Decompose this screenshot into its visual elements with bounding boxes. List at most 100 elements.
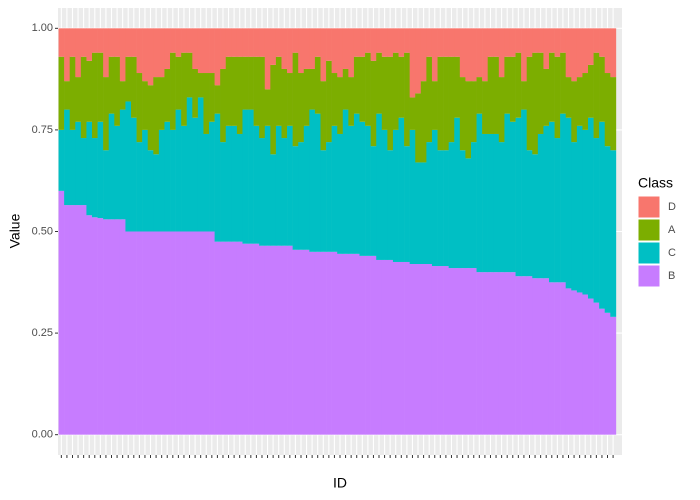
bar-segment [526,56,533,151]
bar-segment [108,56,115,114]
bar-segment [392,261,399,435]
bar-segment [131,56,137,118]
bar-segment [298,73,305,143]
bar-segment [487,56,494,134]
bar-segment [526,276,533,435]
bar-segment [342,68,349,110]
bar-segment [309,251,316,435]
bar-segment [164,28,171,69]
bar-segment [543,125,550,279]
bar-segment [242,56,249,110]
bar-segment [175,56,182,110]
bar-segment [147,85,154,151]
bar-segment [186,28,193,53]
bar-segment [582,294,589,435]
bar-segment [314,56,321,114]
bar-segment [470,268,477,435]
bar-segment [270,28,277,65]
bar-segment [381,56,388,130]
bar-segment [242,109,249,244]
bar-segment [487,133,494,273]
bar-segment [470,28,477,82]
bar-segment [459,28,466,78]
bar-segment [482,272,488,435]
bar-segment [532,28,539,53]
bar-segment [136,73,143,143]
bar-segment [181,231,188,435]
bar-segment [404,146,410,262]
bar-segment [342,109,349,254]
bar-segment [181,125,188,232]
bar-segment [248,56,254,110]
bar-segment [80,205,87,435]
bar-segment [515,276,522,435]
bar-segment [175,109,182,232]
bar-segment [287,125,293,246]
bar-segment [331,251,338,435]
bar-segment [158,129,165,232]
bar-segment [454,56,461,118]
bar-segment [220,241,227,435]
bar-segment [136,231,143,435]
bar-segment [197,231,204,435]
bar-segment [170,28,176,53]
bar-segment [610,77,617,151]
bar-segment [387,28,394,57]
bar-segment [303,125,310,250]
bar-segment [225,28,232,57]
bar-segment [448,142,455,269]
bar-segment [365,255,371,435]
bar-segment [86,28,93,61]
bar-segment [610,28,617,78]
bar-segment [136,28,143,74]
axes: 0.00 0.25 0.50 0.75 1.00 [32,22,614,458]
bar-segment [58,56,65,130]
bar-segment [326,60,332,143]
bar-segment [275,125,282,246]
bar-segment [114,125,121,220]
bar-segment [220,68,227,143]
bar-segment [164,231,171,435]
bar-segment [80,56,87,139]
bar-segment [337,253,344,435]
bar-segment [287,28,293,74]
bar-segment [376,259,383,435]
bar-segment [504,113,511,273]
bar-segment [509,121,516,273]
bar-segment [75,205,82,435]
bar-segment [426,264,433,435]
bar-segment [498,272,505,435]
bar-segment [147,150,154,232]
bar-segment [532,278,539,435]
y-tick-label: 0.50 [32,225,53,237]
bar-segment [353,56,360,114]
bar-segment [153,154,160,232]
bar-segment [593,138,600,303]
bar-segment [571,142,578,291]
bar-segment [404,28,410,53]
bar-segment [565,117,572,289]
bars [58,28,617,435]
bar-segment [209,231,215,435]
bar-segment [370,255,377,435]
bar-segment [554,282,561,435]
bar-segment [482,28,488,82]
bar-segment [610,316,617,435]
bar-segment [275,245,282,435]
bar-segment [86,215,93,435]
bar-segment [253,56,260,126]
bar-segment [398,56,405,118]
bar-segment [409,264,416,435]
bar-segment [554,138,561,283]
bar-segment [281,68,288,139]
legend-title: Class [638,175,673,191]
bar-segment [158,77,165,130]
bar-segment [181,28,188,53]
bar-segment [426,56,433,143]
bar-segment [560,282,567,435]
bar-segment [248,243,254,435]
bar-segment [153,28,160,78]
bar-segment [314,251,321,435]
bar-segment [521,109,527,277]
y-axis-title: Value [7,213,23,248]
